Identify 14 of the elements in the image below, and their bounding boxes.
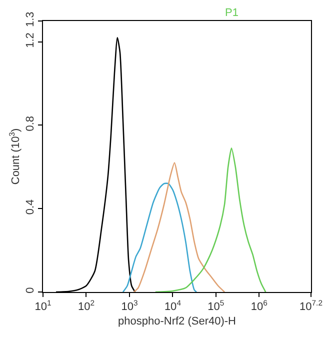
x-tick-label: 10$^{2}$ bbox=[78, 298, 95, 314]
y-tick-label: 0.8 bbox=[24, 116, 37, 132]
x-tick-label: 10$^{4}$ bbox=[164, 298, 182, 314]
y-tick-label: 0.4 bbox=[24, 199, 37, 215]
x-tick-label: 10$^{7.2}$ bbox=[300, 298, 322, 314]
y-tick-label: 1.3 bbox=[24, 12, 37, 27]
x-tick-label: 10$^{3}$ bbox=[121, 298, 138, 314]
y-tick-label: 0 bbox=[24, 287, 37, 294]
x-tick-label: 10$^{6}$ bbox=[250, 298, 268, 314]
y-tick-label: 1.2 bbox=[24, 32, 37, 48]
text: P1 bbox=[225, 7, 238, 19]
x-axis-title: phospho-Nrf2 (Ser40)-H bbox=[118, 315, 236, 328]
x-tick-label: 10$^{5}$ bbox=[208, 298, 224, 314]
x-tick-label: 10$^{1}$ bbox=[34, 298, 52, 314]
